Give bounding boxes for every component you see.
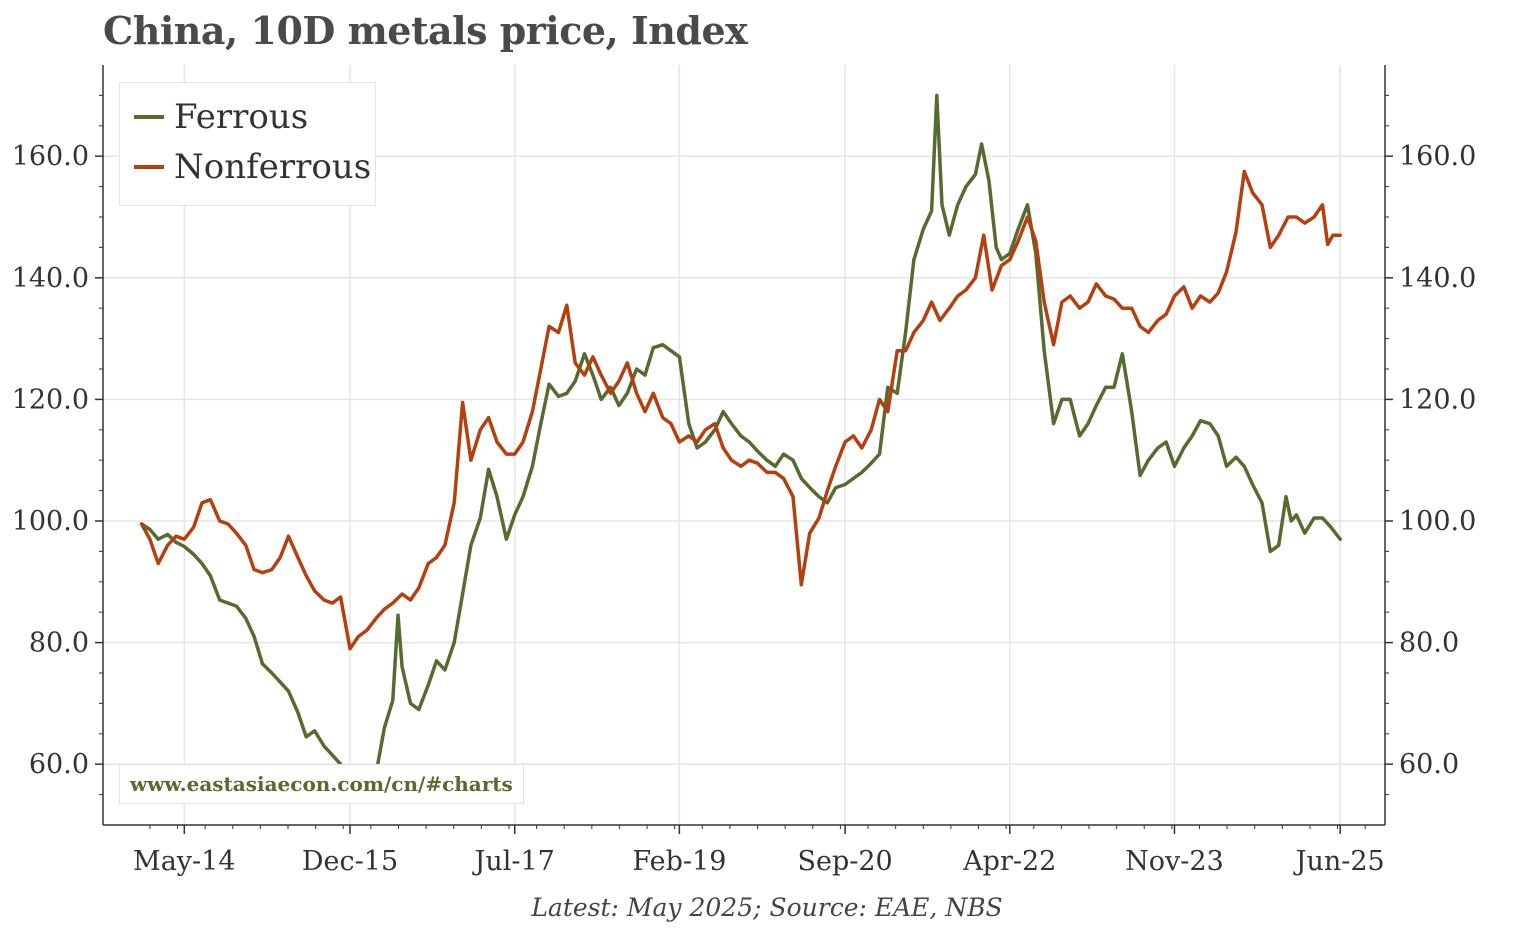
y-tick-label-left: 60.0 bbox=[29, 749, 89, 780]
series-line-nonferrous bbox=[139, 169, 1342, 651]
legend-swatch-ferrous bbox=[134, 115, 164, 119]
y-tick-label-right: 120.0 bbox=[1399, 384, 1476, 415]
legend-item-ferrous: Ferrous bbox=[134, 97, 308, 137]
ticks: 60.0 60.0 80.0 80.0 100.0 100.0 120.0 120.0 140.… bbox=[12, 94, 1476, 877]
x-tick-label: Feb-19 bbox=[632, 846, 726, 877]
y-tick-label-left: 140.0 bbox=[12, 263, 89, 294]
x-tick-label: Jun-25 bbox=[1293, 846, 1385, 877]
x-tick-label: May-14 bbox=[133, 846, 235, 877]
chart-title: China, 10D metals price, Index bbox=[103, 8, 748, 53]
y-tick-label-right: 60.0 bbox=[1399, 749, 1459, 780]
y-tick-label-right: 140.0 bbox=[1399, 263, 1476, 294]
x-tick-label: Jul-17 bbox=[472, 846, 555, 877]
axes bbox=[102, 65, 1386, 826]
y-tick-label-left: 120.0 bbox=[12, 384, 89, 415]
y-tick-label-left: 160.0 bbox=[12, 141, 89, 172]
x-tick-label: Nov-23 bbox=[1125, 846, 1224, 877]
y-tick-label-right: 100.0 bbox=[1399, 506, 1476, 537]
y-tick-label-left: 80.0 bbox=[29, 628, 89, 659]
watermark-link: www.eastasiaecon.com/cn/#charts bbox=[119, 764, 524, 804]
legend-label-nonferrous: Nonferrous bbox=[174, 147, 372, 187]
legend-item-nonferrous: Nonferrous bbox=[134, 147, 371, 187]
legend: Ferrous Nonferrous bbox=[119, 82, 376, 206]
y-tick-label-left: 100.0 bbox=[12, 506, 89, 537]
y-tick-label-right: 80.0 bbox=[1399, 628, 1459, 659]
source-note: Latest: May 2025; Source: EAE, NBS bbox=[531, 893, 1003, 922]
legend-label-ferrous: Ferrous bbox=[174, 97, 309, 137]
x-tick-label: Apr-22 bbox=[962, 846, 1056, 877]
x-tick-label: Sep-20 bbox=[797, 846, 892, 877]
y-tick-label-right: 160.0 bbox=[1399, 141, 1476, 172]
legend-swatch-nonferrous bbox=[134, 165, 164, 169]
x-tick-label: Dec-15 bbox=[302, 846, 398, 877]
